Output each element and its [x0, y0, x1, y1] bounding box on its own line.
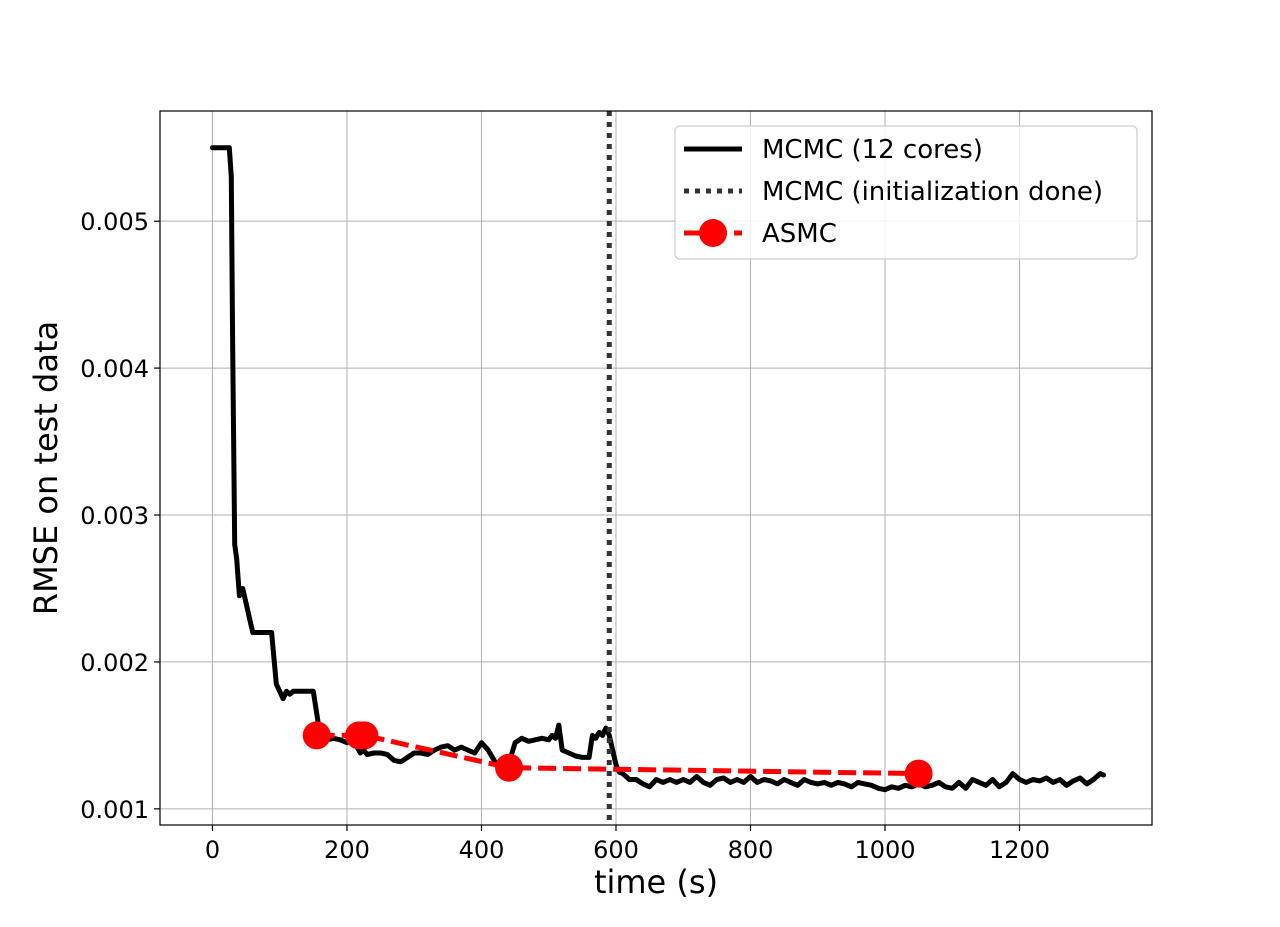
legend-box — [674, 125, 1138, 260]
series-line-asmc — [316, 732, 919, 777]
x-tick-label: 1200 — [989, 836, 1050, 864]
axes-frame — [159, 110, 1153, 826]
legend-label-init: MCMC (initialization done) — [762, 177, 1103, 207]
y-axis: 0.001 0.002 0.003 0.004 0.005 — [80, 208, 160, 824]
asmc-point — [904, 759, 933, 788]
y-tick-label: 0.002 — [80, 649, 149, 677]
y-tick-label: 0.004 — [80, 355, 149, 383]
legend-label-asmc: ASMC — [762, 219, 837, 249]
asmc-point — [495, 753, 524, 782]
x-tick-label: 800 — [728, 836, 774, 864]
asmc-point — [302, 721, 331, 750]
x-tick-label: 1000 — [854, 836, 915, 864]
x-axis: 0 200 400 600 800 1000 1200 — [205, 825, 1050, 864]
x-tick-label: 600 — [593, 836, 639, 864]
y-tick-label: 0.001 — [80, 796, 149, 824]
legend-marker-asmc — [699, 219, 727, 247]
plot-area — [210, 111, 1107, 825]
x-axis-label: time (s) — [594, 863, 718, 901]
y-axis-label: RMSE on test data — [27, 321, 65, 615]
grid — [160, 111, 1152, 825]
x-tick-label: 200 — [324, 836, 370, 864]
legend-label-mcmc: MCMC (12 cores) — [762, 135, 983, 165]
legend: MCMC (12 cores) MCMC (initialization don… — [674, 125, 1138, 260]
y-tick-label: 0.003 — [80, 502, 149, 530]
x-tick-label: 400 — [459, 836, 505, 864]
asmc-point — [350, 721, 379, 750]
y-tick-label: 0.005 — [80, 208, 149, 236]
x-tick-label: 0 — [205, 836, 220, 864]
